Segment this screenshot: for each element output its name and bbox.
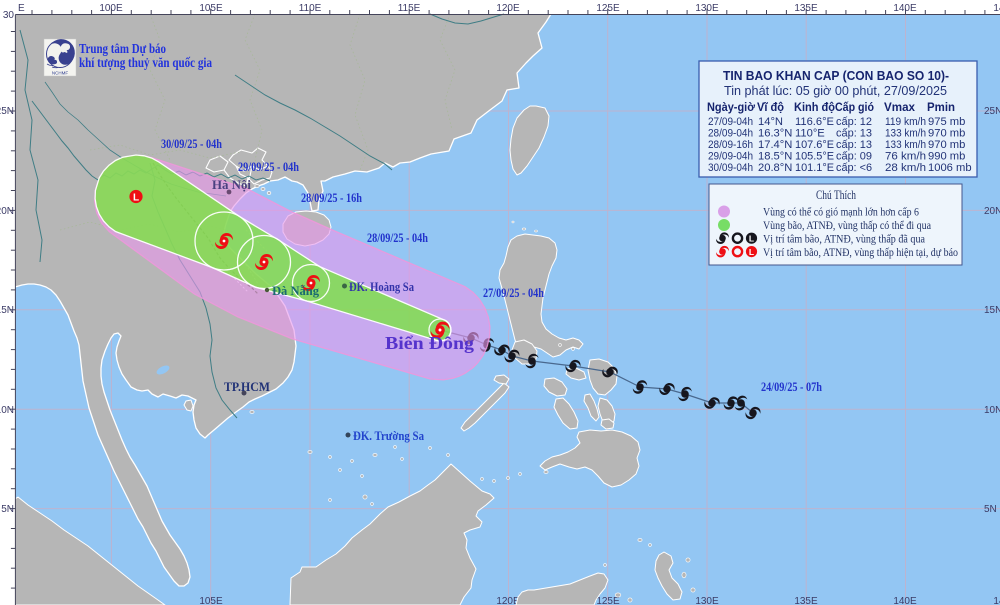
svg-text:Ngày-giờ: Ngày-giờ xyxy=(707,100,755,114)
svg-text:125E: 125E xyxy=(596,596,620,605)
svg-text:15N: 15N xyxy=(984,305,1000,316)
svg-text:18.5°N: 18.5°N xyxy=(758,151,792,163)
svg-text:Vị trí tâm bão, ATNĐ, vùng thấ: Vị trí tâm bão, ATNĐ, vùng thấp đã qua xyxy=(763,232,926,246)
svg-text:145E: 145E xyxy=(993,596,1000,605)
svg-text:cấp: <6: cấp: <6 xyxy=(836,162,872,174)
svg-text:125E: 125E xyxy=(596,3,620,14)
svg-text:20N: 20N xyxy=(0,206,14,217)
svg-text:17.4°N: 17.4°N xyxy=(758,139,792,151)
svg-text:116.6°E: 116.6°E xyxy=(795,116,834,128)
svg-text:Tin phát lúc: 05 giờ 00 phút,: Tin phát lúc: 05 giờ 00 phút, 27/09/2025 xyxy=(724,84,947,98)
svg-text:119 km/h: 119 km/h xyxy=(885,116,926,128)
svg-text:15N: 15N xyxy=(0,305,14,316)
svg-text:cấp: 12: cấp: 12 xyxy=(836,116,872,128)
svg-text:Pmin: Pmin xyxy=(927,100,955,114)
svg-text:975 mb: 975 mb xyxy=(928,116,965,128)
svg-text:28/09-16h: 28/09-16h xyxy=(708,139,753,151)
svg-text:Hà Nội: Hà Nội xyxy=(212,178,252,192)
svg-text:Biển Đông: Biển Đông xyxy=(385,333,474,353)
svg-text:133 km/h: 133 km/h xyxy=(885,139,926,151)
svg-text:cấp: 09: cấp: 09 xyxy=(836,151,872,163)
svg-text:107.6°E: 107.6°E xyxy=(795,139,834,151)
svg-text:105E: 105E xyxy=(199,596,223,605)
svg-text:20.8°N: 20.8°N xyxy=(758,162,792,174)
svg-text:120E: 120E xyxy=(496,596,520,605)
svg-text:NCHMF: NCHMF xyxy=(52,71,68,76)
svg-text:24/09/25 - 07h: 24/09/25 - 07h xyxy=(761,380,822,394)
svg-text:28/09-04h: 28/09-04h xyxy=(708,128,753,140)
svg-text:30/09/25 - 04h: 30/09/25 - 04h xyxy=(161,137,222,151)
svg-text:Vmax: Vmax xyxy=(884,100,915,114)
svg-text:25N: 25N xyxy=(984,106,1000,117)
svg-text:76 km/h: 76 km/h xyxy=(885,151,926,163)
svg-text:cấp: 13: cấp: 13 xyxy=(836,128,872,140)
svg-text:TIN BAO KHAN CAP (CON BAO SO 1: TIN BAO KHAN CAP (CON BAO SO 10)- xyxy=(723,68,949,83)
svg-text:28/09/25 - 16h: 28/09/25 - 16h xyxy=(301,191,362,205)
svg-text:1006 mb: 1006 mb xyxy=(928,162,972,174)
svg-text:105.5°E: 105.5°E xyxy=(795,151,834,163)
svg-text:L: L xyxy=(749,247,754,257)
svg-text:135E: 135E xyxy=(794,3,818,14)
svg-text:Vĩ độ: Vĩ độ xyxy=(757,100,784,114)
svg-text:110E: 110E xyxy=(299,3,322,14)
svg-text:16.3°N: 16.3°N xyxy=(758,128,792,140)
svg-text:130E: 130E xyxy=(695,596,719,605)
svg-text:TP.HCM: TP.HCM xyxy=(224,380,270,394)
svg-text:5N: 5N xyxy=(984,504,997,515)
svg-text:27/09-04h: 27/09-04h xyxy=(708,116,753,128)
svg-text:27/09/25 - 04h: 27/09/25 - 04h xyxy=(483,286,544,300)
svg-text:970 mb: 970 mb xyxy=(928,139,965,151)
svg-text:130E: 130E xyxy=(695,3,719,14)
svg-text:140E: 140E xyxy=(893,3,917,14)
svg-text:100E: 100E xyxy=(99,3,123,14)
svg-text:10N: 10N xyxy=(984,405,1000,416)
svg-text:990 mb: 990 mb xyxy=(928,151,965,163)
svg-text:140E: 140E xyxy=(893,596,917,605)
svg-text:29/09/25 - 04h: 29/09/25 - 04h xyxy=(238,160,299,174)
svg-text:Vùng bão, ATNĐ, vùng thấp có t: Vùng bão, ATNĐ, vùng thấp có thể đi qua xyxy=(763,218,932,232)
svg-text:ĐK. Hoàng Sa: ĐK. Hoàng Sa xyxy=(349,280,415,294)
svg-text:25N: 25N xyxy=(0,106,14,117)
svg-text:135E: 135E xyxy=(794,596,818,605)
svg-text:20N: 20N xyxy=(984,206,1000,217)
svg-text:Cấp gió: Cấp gió xyxy=(835,100,874,114)
svg-text:28 km/h: 28 km/h xyxy=(885,162,926,174)
svg-text:cấp: 13: cấp: 13 xyxy=(836,139,872,151)
svg-text:ĐK. Trường Sa: ĐK. Trường Sa xyxy=(353,429,425,443)
svg-text:29/09-04h: 29/09-04h xyxy=(708,151,753,163)
svg-text:133 km/h: 133 km/h xyxy=(885,128,926,140)
svg-text:120E: 120E xyxy=(496,3,520,14)
svg-text:30: 30 xyxy=(3,10,15,21)
svg-text:E: E xyxy=(18,3,25,14)
svg-text:Đà Nẵng: Đà Nẵng xyxy=(272,283,319,298)
svg-text:110°E: 110°E xyxy=(795,128,825,140)
svg-text:10N: 10N xyxy=(0,405,14,416)
svg-text:khí tượng thuỷ văn quốc gia: khí tượng thuỷ văn quốc gia xyxy=(79,55,212,70)
svg-text:Vùng có thể có gió mạnh lớn hơ: Vùng có thể có gió mạnh lớn hơn cấp 6 xyxy=(763,205,919,219)
svg-text:101.1°E: 101.1°E xyxy=(795,162,834,174)
svg-text:105E: 105E xyxy=(199,3,223,14)
svg-text:Kinh độ: Kinh độ xyxy=(794,100,835,114)
svg-text:30/09-04h: 30/09-04h xyxy=(708,162,753,174)
svg-text:Chú Thích: Chú Thích xyxy=(816,188,857,202)
svg-text:28/09/25 - 04h: 28/09/25 - 04h xyxy=(367,231,428,245)
svg-text:Vị trí tâm bão, ATNĐ, vùng thấ: Vị trí tâm bão, ATNĐ, vùng thấp hiện tại… xyxy=(763,245,958,259)
svg-text:145E: 145E xyxy=(993,3,1000,14)
svg-text:5N: 5N xyxy=(1,504,14,515)
svg-text:970 mb: 970 mb xyxy=(928,128,965,140)
svg-text:14°N: 14°N xyxy=(758,116,783,128)
svg-text:115E: 115E xyxy=(398,3,421,14)
svg-text:Trung tâm Dự báo: Trung tâm Dự báo xyxy=(79,41,166,56)
svg-text:L: L xyxy=(133,193,139,204)
svg-text:L: L xyxy=(749,234,754,244)
